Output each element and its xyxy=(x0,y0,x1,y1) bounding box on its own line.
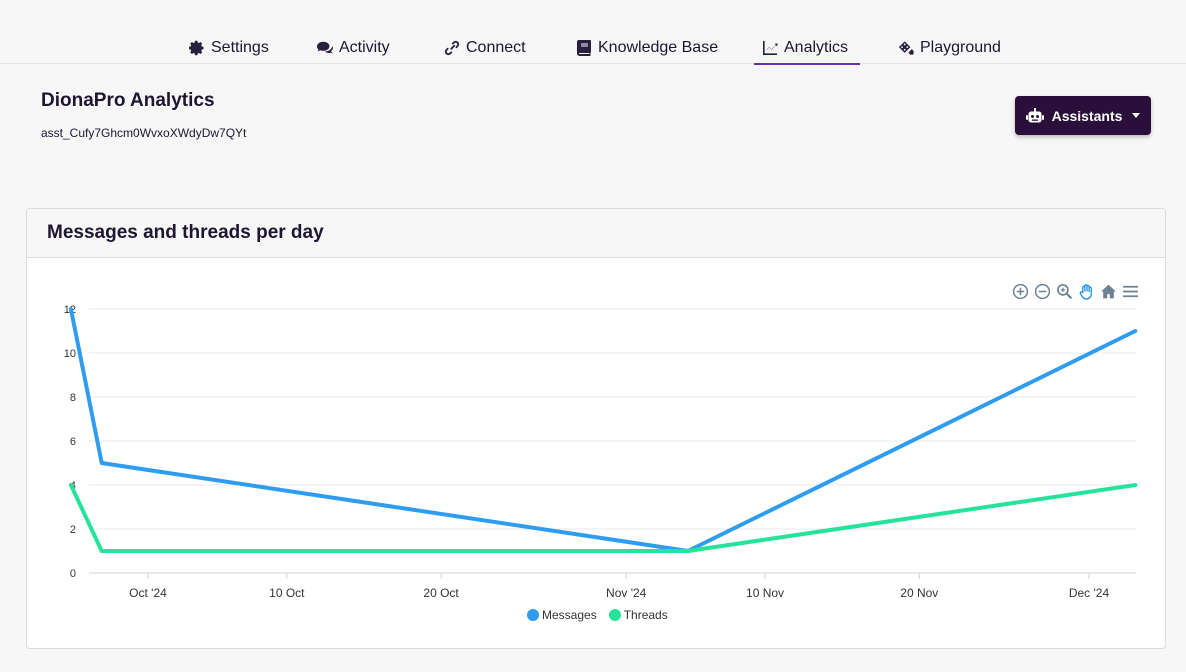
legend-label-threads: Threads xyxy=(623,608,668,622)
x-tick-label: Oct '24 xyxy=(129,586,167,600)
x-tick-label: Nov '24 xyxy=(606,586,647,600)
caret-down-icon xyxy=(1132,113,1141,118)
tab-playground[interactable]: Playground xyxy=(898,32,1001,63)
card-title: Messages and threads per day xyxy=(27,209,1165,258)
tab-analytics-label: Analytics xyxy=(784,38,849,56)
assistants-button-label: Assistants xyxy=(1051,107,1123,124)
tab-activity[interactable]: Activity xyxy=(317,32,390,63)
pan-hand-icon[interactable] xyxy=(1078,283,1095,300)
x-tick-label: 20 Oct xyxy=(423,586,459,600)
zoom-out-icon[interactable] xyxy=(1034,283,1051,300)
y-tick-label: 8 xyxy=(70,392,76,404)
link-icon xyxy=(444,40,460,55)
assistant-id: asst_Cufy7Ghcm0WvxoXWdyDw7QYt xyxy=(41,126,247,140)
gear-icon xyxy=(189,40,204,55)
dice-icon xyxy=(898,40,914,55)
tab-settings-label: Settings xyxy=(211,38,269,56)
y-tick-label: 10 xyxy=(64,348,76,360)
home-reset-icon[interactable] xyxy=(1100,283,1117,300)
robot-icon xyxy=(1025,107,1044,122)
tab-connect[interactable]: Connect xyxy=(444,32,526,63)
legend-item-threads[interactable]: Threads xyxy=(608,608,668,622)
tab-playground-label: Playground xyxy=(920,38,1001,56)
chat-bubbles-icon xyxy=(317,41,333,54)
y-tick-label: 2 xyxy=(70,524,76,536)
y-tick-label: 0 xyxy=(70,568,76,580)
tab-connect-label: Connect xyxy=(466,38,526,56)
assistants-dropdown-button[interactable]: Assistants xyxy=(1015,96,1151,135)
chart-toolbar xyxy=(1012,283,1139,300)
zoom-selection-icon[interactable] xyxy=(1056,283,1073,300)
series-line-threads xyxy=(68,483,1138,553)
zoom-in-icon[interactable] xyxy=(1012,283,1029,300)
legend-item-messages[interactable]: Messages xyxy=(527,608,597,622)
legend-marker-messages xyxy=(527,609,539,621)
series-line-messages xyxy=(68,307,1138,553)
tab-analytics[interactable]: Analytics xyxy=(753,32,861,65)
tab-activity-label: Activity xyxy=(339,38,390,56)
analytics-card: Messages and threads per day 0 2 4 6 8 10 12 Oc… xyxy=(26,208,1166,649)
y-tick-label: 6 xyxy=(70,436,76,448)
x-tick-label: 20 Nov xyxy=(900,586,938,600)
chart-legend: Messages Threads xyxy=(527,608,668,622)
menu-icon[interactable] xyxy=(1122,283,1139,300)
tab-knowledge-base-label: Knowledge Base xyxy=(598,38,719,56)
x-tick-label: 10 Nov xyxy=(746,586,784,600)
tab-settings[interactable]: Settings xyxy=(189,32,269,63)
legend-marker-threads xyxy=(608,609,621,621)
book-icon xyxy=(577,39,591,56)
line-chart-icon xyxy=(763,40,778,55)
legend-label-messages: Messages xyxy=(542,608,597,622)
page-title: DionaPro Analytics xyxy=(41,90,215,111)
top-navigation: Settings Activity Connect Knowledge Base… xyxy=(0,0,1186,65)
x-tick-label: 10 Oct xyxy=(269,586,305,600)
tab-knowledge-base[interactable]: Knowledge Base xyxy=(576,32,718,63)
x-tick-label: Dec '24 xyxy=(1069,586,1110,600)
